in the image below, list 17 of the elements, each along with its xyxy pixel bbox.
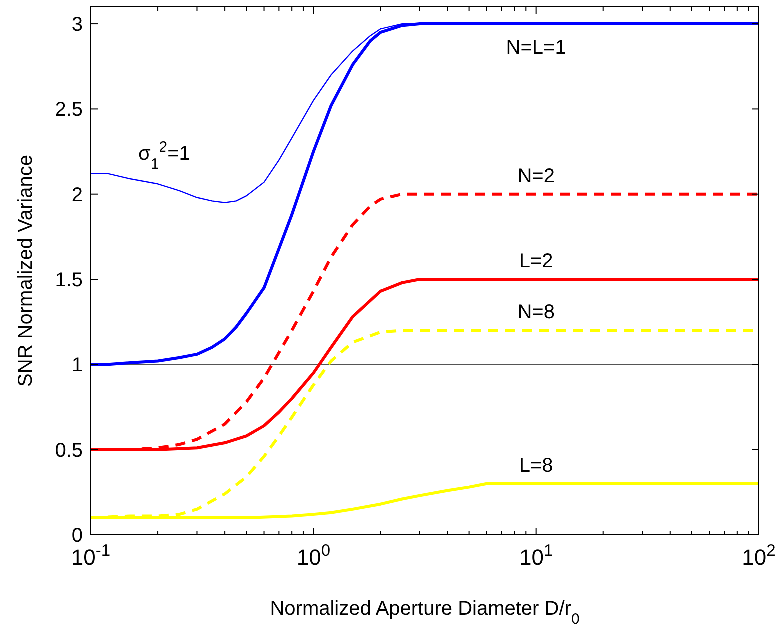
x-tick-label: 10$^{1}$ — [519, 542, 554, 570]
series-label: N=L=1 — [506, 37, 566, 60]
y-tick-label: 3 — [72, 14, 83, 36]
y-tick-label: 2.5 — [55, 99, 83, 122]
y-tick-label: 1 — [72, 354, 83, 377]
series-label: σ$_{1}$$^{2}$=1 — [138, 138, 190, 172]
y-tick-label: 1.5 — [55, 270, 83, 292]
series-label: N=8 — [518, 302, 555, 324]
series-label: L=2 — [519, 250, 554, 273]
x-tick-label: 10$^{0}$ — [296, 542, 331, 570]
x-axis-title: Normalized Aperture Diameter D/r$_{0}$ — [270, 598, 580, 628]
series-label: N=2 — [518, 165, 555, 188]
y-axis-title: SNR Normalized Variance — [15, 155, 37, 387]
x-tick-label: 10$^{2}$ — [742, 542, 776, 570]
series-label: L=8 — [519, 454, 554, 477]
y-tick-label: 0.5 — [55, 440, 83, 462]
y-tick-label: 2 — [72, 184, 83, 206]
